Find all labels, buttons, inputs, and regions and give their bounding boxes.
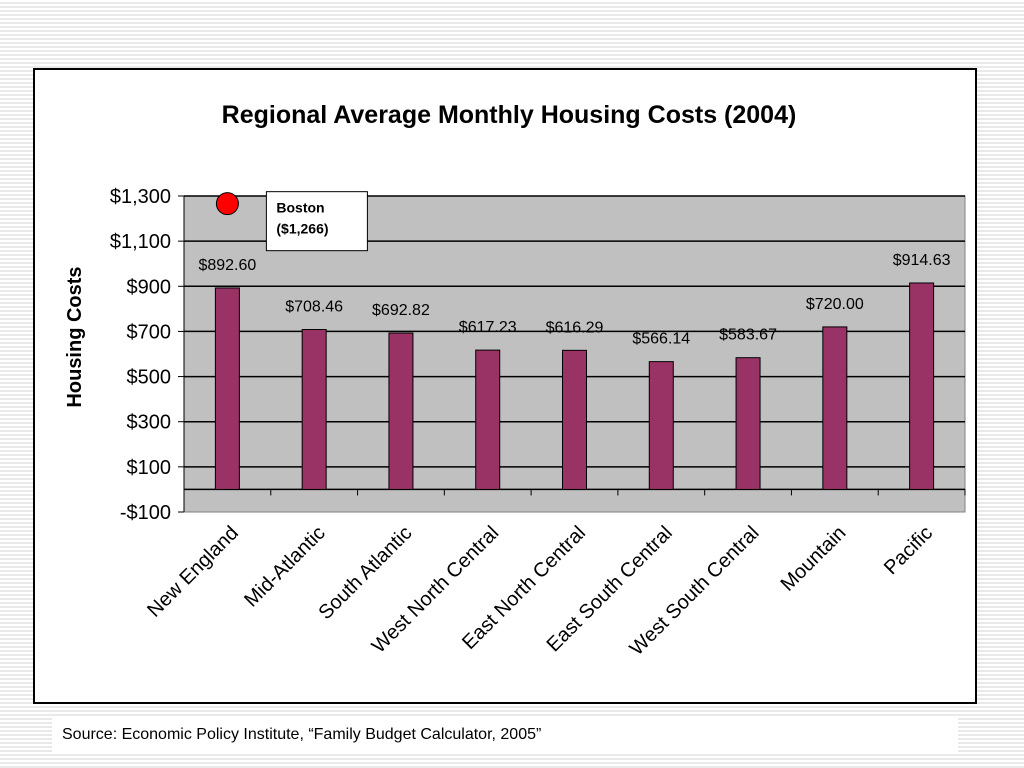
bar: [475, 349, 501, 490]
y-tick-label: $1,100: [110, 231, 171, 253]
boston-callout-value: ($1,266): [276, 221, 328, 237]
boston-marker: [215, 192, 239, 216]
category-label: Mid-Atlantic: [240, 522, 329, 611]
source-note: Source: Economic Policy Institute, “Fami…: [52, 718, 958, 752]
data-label: $583.67: [719, 327, 777, 344]
bar: [562, 349, 587, 490]
bar: [648, 361, 674, 490]
bar: [735, 357, 761, 490]
data-label: $708.46: [285, 299, 343, 316]
category-label: Mountain: [777, 522, 851, 596]
data-label: $720.00: [806, 296, 864, 313]
boston-callout-name: Boston: [276, 200, 324, 216]
data-label: $692.82: [372, 302, 430, 319]
data-label: $566.14: [632, 331, 690, 348]
category-label: Pacific: [880, 522, 937, 579]
bar: [301, 329, 327, 490]
bar: [822, 326, 848, 490]
y-tick-label: $300: [127, 412, 172, 434]
y-tick-label: -$100: [120, 502, 171, 524]
y-tick-label: $100: [127, 457, 172, 479]
bar-chart: Regional Average Monthly Housing Costs (…: [64, 101, 966, 660]
y-axis-label: Housing Costs: [64, 266, 86, 407]
chart-title: Regional Average Monthly Housing Costs (…: [222, 101, 797, 129]
category-label: New England: [143, 522, 243, 622]
y-tick-label: $700: [127, 321, 172, 343]
y-tick-label: $500: [127, 367, 172, 389]
chart-frame: Regional Average Monthly Housing Costs (…: [33, 68, 977, 704]
data-label: $892.60: [198, 257, 256, 274]
y-tick-label: $900: [127, 276, 172, 298]
y-tick-label: $1,300: [110, 186, 171, 208]
bar: [909, 282, 935, 490]
bar: [388, 332, 414, 490]
data-label: $914.63: [893, 252, 951, 269]
boston-callout-box: [265, 191, 368, 252]
data-label: $616.29: [546, 319, 604, 336]
bar: [214, 287, 240, 490]
data-label: $617.23: [459, 319, 517, 336]
